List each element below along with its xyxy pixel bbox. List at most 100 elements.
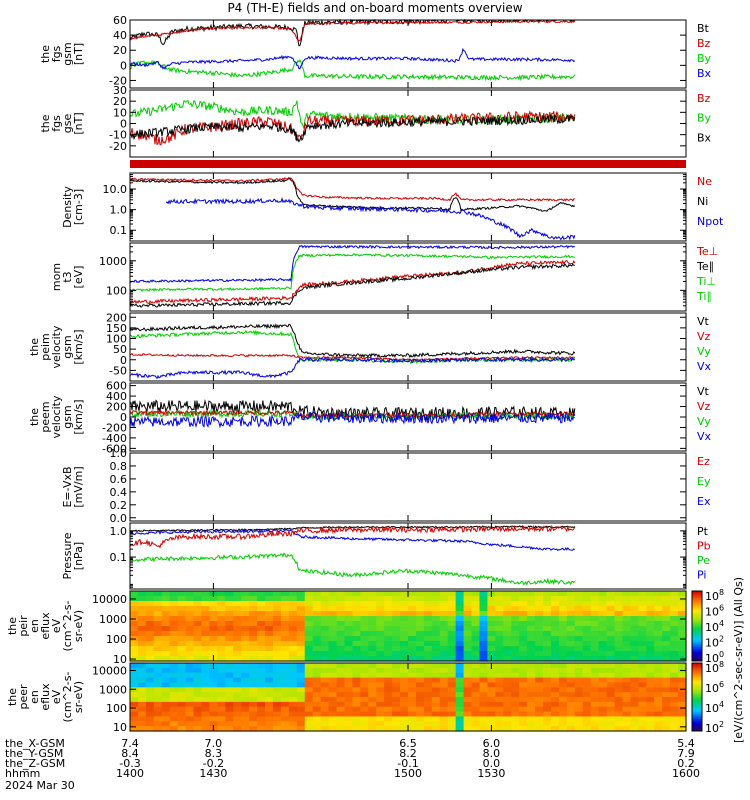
heatmap-cell: [590, 591, 600, 597]
heatmap-cell: [455, 656, 465, 662]
heatmap-cell: [558, 636, 568, 642]
heatmap-cell: [574, 721, 584, 727]
heatmap-cell: [670, 606, 679, 612]
colorbar-cell: [692, 715, 702, 718]
heatmap-cell: [527, 591, 536, 597]
heatmap-cell: [511, 651, 520, 657]
heatmap-cell: [328, 646, 338, 652]
heatmap-cell: [368, 636, 377, 642]
heatmap-cell: [543, 651, 552, 657]
heatmap-cell: [614, 636, 624, 642]
heatmap-cell: [408, 716, 417, 722]
heatmap-cell: [471, 697, 481, 703]
heatmap-cell: [415, 663, 425, 669]
heatmap-cell: [447, 726, 457, 732]
heatmap-cell: [265, 663, 274, 669]
heatmap-cell: [566, 701, 576, 708]
heatmap-cell: [272, 606, 282, 612]
heatmap-cell: [431, 616, 441, 622]
heatmap-cell: [368, 656, 377, 662]
heatmap-cell: [169, 692, 179, 698]
heatmap-cell: [328, 616, 338, 622]
heatmap-cell: [304, 711, 314, 718]
heatmap-cell: [225, 663, 234, 669]
heatmap-cell: [590, 631, 600, 637]
y-tick-label: 0.4: [110, 486, 128, 499]
heatmap-cell: [177, 636, 187, 642]
heatmap-cell: [201, 716, 211, 722]
heatmap-cell: [662, 687, 671, 693]
heatmap-cell: [495, 626, 504, 632]
series-line-Vt: [129, 323, 576, 359]
heatmap-cell: [272, 601, 282, 607]
heatmap-cell: [352, 611, 361, 617]
heatmap-cell: [193, 601, 203, 607]
heatmap-cell: [201, 667, 211, 674]
heatmap-cell: [503, 706, 512, 713]
heatmap-cell: [280, 716, 290, 722]
heatmap-cell: [408, 636, 417, 642]
heatmap-cell: [487, 672, 496, 679]
heatmap-cell: [280, 656, 290, 662]
heatmap-cell: [638, 601, 647, 607]
heatmap-cell: [415, 692, 425, 698]
heatmap-cell: [574, 636, 584, 642]
heatmap-cell: [495, 677, 504, 684]
heatmap-cell: [487, 606, 496, 612]
heatmap-cell: [455, 721, 465, 727]
heatmap-cell: [662, 611, 671, 617]
heatmap-cell: [543, 677, 552, 684]
heatmap-cell: [566, 697, 576, 703]
heatmap-cell: [495, 636, 504, 642]
heatmap-cell: [503, 611, 512, 617]
heatmap-cell: [654, 716, 663, 722]
heatmap-cell: [535, 656, 544, 662]
heatmap-cell: [217, 626, 226, 632]
heatmap-cell: [249, 616, 258, 622]
heatmap-cell: [177, 651, 187, 657]
heatmap-cell: [233, 706, 242, 713]
heatmap-cell: [360, 706, 369, 713]
heatmap-cell: [487, 677, 496, 684]
heatmap-cell: [423, 692, 433, 698]
heatmap-cell: [550, 663, 560, 669]
heatmap-cell: [288, 706, 298, 713]
heatmap-cell: [257, 706, 266, 713]
heatmap-cell: [225, 672, 234, 679]
heatmap-cell: [265, 601, 274, 607]
heatmap-cell: [678, 663, 687, 669]
heatmap-cell: [543, 706, 552, 713]
heatmap-cell: [662, 656, 671, 662]
heatmap-cell: [463, 621, 473, 627]
heatmap-cell: [336, 596, 346, 602]
heatmap-cell: [169, 682, 179, 688]
heatmap-cell: [257, 692, 266, 698]
heatmap-cell: [543, 672, 552, 679]
panel-6: 6004002000-200-400-600thepeemvelocitygsm…: [28, 380, 712, 456]
y-tick-label: 100: [106, 633, 127, 646]
heatmap-cell: [209, 646, 218, 652]
heatmap-cell: [344, 677, 353, 684]
heatmap-cell: [130, 651, 139, 657]
heatmap-cell: [257, 711, 266, 718]
heatmap-cell: [193, 621, 203, 627]
heatmap-cell: [463, 601, 473, 607]
heatmap-cell: [137, 692, 147, 698]
heatmap-cell: [566, 682, 576, 688]
heatmap-cell: [400, 701, 409, 708]
y-tick-label: -20: [109, 74, 127, 87]
y-axis-label: the: [28, 338, 41, 356]
heatmap-cell: [582, 667, 592, 674]
x-tick-label: 7.0: [205, 737, 223, 750]
heatmap-cell: [400, 601, 409, 607]
colorbar-cell: [692, 636, 702, 639]
series-line-Ti⊥: [129, 244, 576, 283]
heatmap-cell: [408, 611, 417, 617]
heatmap-cell: [233, 721, 242, 727]
heatmap-cell: [550, 677, 560, 684]
heatmap-cell: [519, 611, 528, 617]
heatmap-cell: [574, 616, 584, 622]
heatmap-cell: [471, 601, 481, 607]
heatmap-cell: [550, 651, 560, 657]
heatmap-cell: [296, 631, 306, 637]
